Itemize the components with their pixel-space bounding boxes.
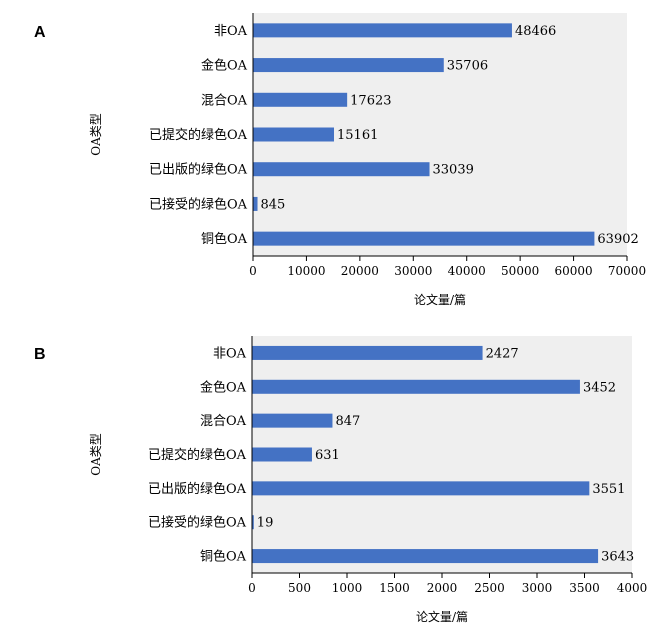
value-label: 19: [257, 516, 274, 531]
category-label: 已提交的绿色OA: [149, 127, 248, 143]
plot-area: [252, 336, 632, 573]
x-tick-label: 20000: [341, 264, 379, 278]
x-tick-label: 10000: [287, 264, 325, 278]
category-label: 混合OA: [201, 93, 248, 108]
value-label: 631: [315, 448, 340, 463]
bar: [252, 481, 590, 496]
x-tick-label: 60000: [554, 264, 592, 278]
category-label: 非OA: [214, 24, 248, 39]
value-label: 3452: [583, 380, 616, 395]
bar-chart-a: 48466 非OA 35706 金色OA 17623 混合OA 15161 已提交的绿色OA 3…: [89, 13, 646, 307]
value-label: 2427: [486, 346, 519, 361]
value-label: 847: [335, 414, 360, 429]
category-label: 混合OA: [200, 414, 247, 429]
y-axis-title: OA类型: [89, 113, 103, 156]
x-tick-label: 70000: [608, 264, 646, 278]
x-tick-label: 2500: [474, 581, 505, 595]
x-tick-label: 0: [248, 581, 256, 595]
bar: [253, 127, 335, 142]
category-label: 已接受的绿色OA: [149, 196, 248, 212]
bar-chart-b: 2427 非OA 3452 金色OA 847 混合OA 631 已提交的绿色OA 3551 已出版…: [89, 336, 648, 624]
bar: [252, 379, 580, 394]
value-label: 15161: [337, 128, 378, 143]
x-tick-label: 50000: [501, 264, 539, 278]
panel-label-b: B: [34, 346, 46, 363]
category-label: 已出版的绿色OA: [148, 481, 247, 497]
x-axis-title: 论文量/篇: [416, 609, 468, 624]
panel-label-a: A: [34, 24, 46, 41]
value-label: 845: [261, 197, 286, 212]
x-tick-label: 4000: [617, 581, 648, 595]
x-tick-label: 2000: [427, 581, 458, 595]
x-tick-label: 1500: [379, 581, 410, 595]
x-tick-label: 1000: [332, 581, 363, 595]
value-label: 63902: [597, 232, 638, 247]
value-label: 35706: [447, 59, 488, 74]
x-tick-label: 30000: [394, 264, 432, 278]
x-axis-title: 论文量/篇: [414, 292, 466, 307]
bar: [252, 345, 483, 360]
bar: [253, 196, 258, 211]
category-label: 金色OA: [200, 379, 247, 395]
bar: [253, 231, 595, 246]
category-label: 非OA: [213, 346, 247, 361]
x-tick-label: 3500: [569, 581, 600, 595]
value-label: 3643: [601, 550, 634, 565]
category-label: 铜色OA: [200, 549, 247, 565]
bar: [253, 23, 512, 38]
category-label: 已出版的绿色OA: [149, 162, 248, 178]
value-label: 17623: [350, 93, 391, 108]
bar: [252, 413, 333, 428]
category-label: 铜色OA: [201, 231, 248, 247]
bar: [253, 162, 430, 177]
x-tick-label: 40000: [448, 264, 486, 278]
category-label: 已接受的绿色OA: [148, 515, 247, 531]
x-tick-label: 3000: [522, 581, 553, 595]
bar: [252, 447, 312, 462]
bar: [252, 515, 254, 530]
x-tick-label: 0: [249, 264, 257, 278]
bar: [253, 58, 444, 73]
category-label: 金色OA: [201, 58, 248, 74]
category-label: 已提交的绿色OA: [148, 447, 247, 463]
y-axis-title: OA类型: [89, 433, 103, 476]
value-label: 3551: [592, 482, 625, 497]
value-label: 48466: [515, 24, 556, 39]
bar: [252, 549, 599, 564]
bar: [253, 92, 348, 107]
value-label: 33039: [433, 163, 474, 178]
x-tick-label: 500: [288, 581, 311, 595]
